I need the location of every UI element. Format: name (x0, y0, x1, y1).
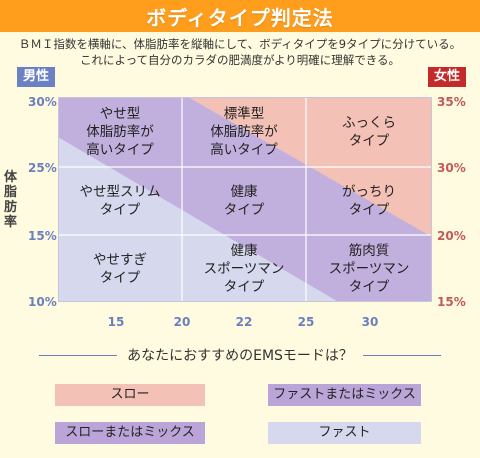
body-type-grid: やせ型 体脂肪率が 高いタイプ 標準型 体脂肪率が 高いタイプ ふっくら タイプやせ… (58, 97, 432, 302)
y-label-left-25: 25% (28, 161, 57, 175)
ems-question-row: あなたにおすすめのEMSモードは？ (0, 345, 480, 365)
y-label-right-30: 30% (437, 161, 466, 175)
y-label-right-20: 20% (437, 229, 466, 243)
y-label-right-15: 15% (437, 295, 466, 309)
y-label-right-35: 35% (437, 95, 466, 109)
divider-left (39, 354, 118, 356)
page-title: ボディタイプ判定法 (146, 5, 334, 30)
legend-slow-or-mix: スローまたはミックス (55, 422, 205, 444)
female-tag: 女性 (428, 67, 467, 87)
body-type-cell: やせすぎ タイプ (93, 251, 147, 286)
body-type-cell: 筋肉質 スポーツマン タイプ (328, 242, 410, 295)
grid-border (58, 97, 432, 302)
legend-fast: ファスト (268, 422, 421, 444)
y-label-left-15: 15% (28, 229, 57, 243)
y-axis-title: 体脂肪率 (4, 170, 18, 230)
title-banner: ボディタイプ判定法 (0, 0, 480, 32)
male-tag: 男性 (17, 67, 56, 87)
x-label-25: 25 (297, 315, 315, 329)
body-type-cell: 標準型 体脂肪率が 高いタイプ (210, 106, 278, 158)
x-label-20: 20 (173, 315, 191, 329)
body-type-cell: やせ型 体脂肪率が 高いタイプ (86, 106, 154, 158)
description-line-1: ＢＭＩ指数を横軸に、体脂肪率を縦軸にして、ボディタイプを9タイプに分けている。 (18, 37, 462, 51)
x-label-30: 30 (361, 315, 379, 329)
grid-background (58, 97, 432, 302)
body-type-cell: やせ型スリム タイプ (79, 184, 161, 218)
body-type-cell: ふっくら タイプ (342, 115, 396, 149)
y-label-left-30: 30% (28, 95, 57, 109)
body-type-cell: 健康 スポーツマン タイプ (203, 242, 285, 295)
y-label-left-10: 10% (28, 295, 57, 309)
body-type-cell: 健康 タイプ (223, 184, 265, 218)
x-label-22: 22 (235, 315, 253, 329)
description-line-2: これによって自分のカラダの肥満度がより明確に理解できる。 (79, 53, 401, 67)
description: ＢＭＩ指数を横軸に、体脂肪率を縦軸にして、ボディタイプを9タイプに分けている。 … (0, 36, 480, 68)
x-label-15: 15 (107, 315, 125, 329)
divider-right (362, 354, 441, 356)
ems-question: あなたにおすすめのEMSモードは？ (127, 348, 353, 364)
legend-fast-or-mix: ファストまたはミックス (268, 384, 421, 406)
body-type-cell: がっちり タイプ (342, 184, 396, 218)
legend-slow: スロー (55, 384, 205, 406)
